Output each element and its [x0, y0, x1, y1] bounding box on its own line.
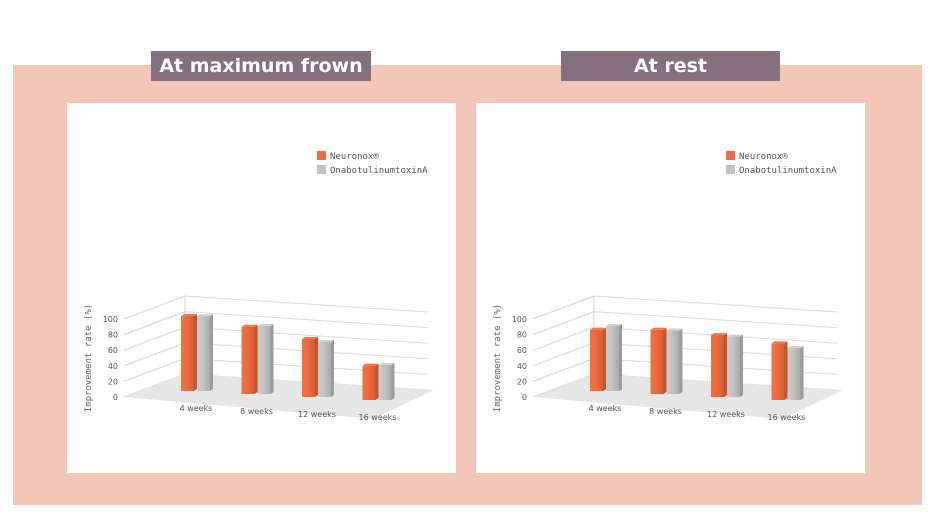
gridline-side [123, 326, 186, 351]
y-tick-label: 20 [108, 377, 118, 386]
bar-side [663, 327, 667, 394]
bar-top [362, 363, 379, 366]
chart-svg-left: 0 20 40 60 80 100 Improvement rate (%) 4 weeks 8… [84, 151, 434, 422]
chart-panel-left: 0 20 40 60 80 100 Improvement rate (%) 4 weeks 8… [67, 103, 456, 473]
bar [727, 336, 740, 397]
y-tick-label: 80 [108, 331, 118, 340]
gridline [184, 295, 429, 313]
chart-title-left: At maximum frown [151, 51, 371, 81]
gridline-side [532, 357, 595, 382]
bar-top [711, 333, 727, 336]
y-tick-label: 60 [517, 346, 527, 355]
y-tick-label: 60 [108, 346, 118, 355]
bar-top [197, 314, 213, 317]
y-axis-label: Improvement rate (%) [84, 304, 94, 412]
gridline-side [532, 342, 595, 367]
y-tick-label: 80 [517, 331, 527, 340]
bar-side [315, 336, 318, 397]
bar [318, 341, 331, 397]
bar-side [254, 324, 258, 394]
bar [241, 326, 255, 394]
bar-top [181, 314, 197, 317]
bar-top [727, 334, 743, 337]
bar-side [210, 314, 213, 391]
bar-side [603, 327, 606, 391]
bar [302, 338, 315, 397]
bar-top [650, 327, 667, 330]
y-tick-label: 0 [522, 393, 527, 402]
y-tick-label: 20 [517, 377, 527, 386]
legend-label: OnabotulinumtoxinA [330, 166, 428, 176]
y-tick-label: 0 [113, 393, 118, 402]
y-tick-label: 100 [512, 315, 527, 324]
bar [771, 343, 785, 400]
bar-top [590, 327, 606, 330]
gridline-side [123, 357, 186, 382]
x-tick-label: 12 weeks [298, 410, 336, 419]
bar-side [194, 314, 197, 391]
gridline-side [123, 295, 186, 320]
gridline-side [532, 326, 595, 351]
bar [666, 330, 680, 394]
bar [711, 335, 724, 397]
legend-swatch [726, 165, 735, 174]
gridline [184, 326, 429, 344]
bar [197, 316, 210, 391]
gridline-side [123, 342, 186, 367]
bar-side [375, 363, 379, 400]
x-tick-label: 8 weeks [649, 407, 682, 416]
y-tick-label: 40 [517, 362, 527, 371]
x-tick-label: 16 weeks [359, 413, 397, 422]
x-tick-label: 8 weeks [240, 407, 273, 416]
bar [181, 316, 194, 391]
bar [590, 329, 603, 391]
bar-side [740, 334, 743, 397]
y-axis-label: Improvement rate (%) [493, 304, 503, 412]
legend-swatch [317, 151, 326, 160]
bar-side [679, 328, 683, 394]
legend-label: OnabotulinumtoxinA [739, 166, 837, 176]
gridline [184, 311, 429, 329]
legend-label: Neuronox® [739, 152, 788, 162]
bar-top [787, 346, 804, 349]
bar [650, 329, 664, 394]
y-tick-label: 100 [103, 315, 118, 324]
chart-svg-right: 0 20 40 60 80 100 Improvement rate (%) 4 weeks 8… [493, 151, 843, 422]
bar-side [391, 362, 395, 400]
gridline [593, 295, 838, 313]
gridline-side [532, 311, 595, 336]
legend-swatch [317, 165, 326, 174]
bar-top [318, 339, 334, 342]
bar-side [619, 324, 622, 391]
x-tick-label: 4 weeks [180, 404, 213, 413]
bar-side [724, 333, 727, 397]
x-tick-label: 4 weeks [589, 404, 622, 413]
chart-title-right: At rest [561, 51, 780, 81]
bar-top [606, 324, 622, 327]
chart-panel-right: 0 20 40 60 80 100 Improvement rate (%) 4 weeks 8… [476, 103, 865, 473]
y-tick-label: 40 [108, 362, 118, 371]
bar [257, 325, 271, 394]
x-tick-label: 16 weeks [768, 413, 806, 422]
bar-side [784, 341, 788, 400]
bar [787, 348, 801, 400]
gridline-side [532, 295, 595, 320]
legend-label: Neuronox® [330, 152, 379, 162]
bar-top [241, 324, 258, 327]
bar [606, 326, 619, 391]
bar-top [771, 341, 788, 344]
x-tick-label: 12 weeks [707, 410, 745, 419]
bar-side [331, 339, 334, 397]
bar-top [257, 323, 274, 326]
bar-top [302, 336, 318, 339]
bar-top [666, 328, 683, 331]
bar-side [270, 323, 274, 394]
bar-top [378, 362, 395, 365]
bar-side [800, 346, 804, 400]
bar [362, 365, 376, 400]
gridline [593, 311, 838, 329]
bar [378, 364, 392, 400]
legend-swatch [726, 151, 735, 160]
gridline-side [123, 311, 186, 336]
